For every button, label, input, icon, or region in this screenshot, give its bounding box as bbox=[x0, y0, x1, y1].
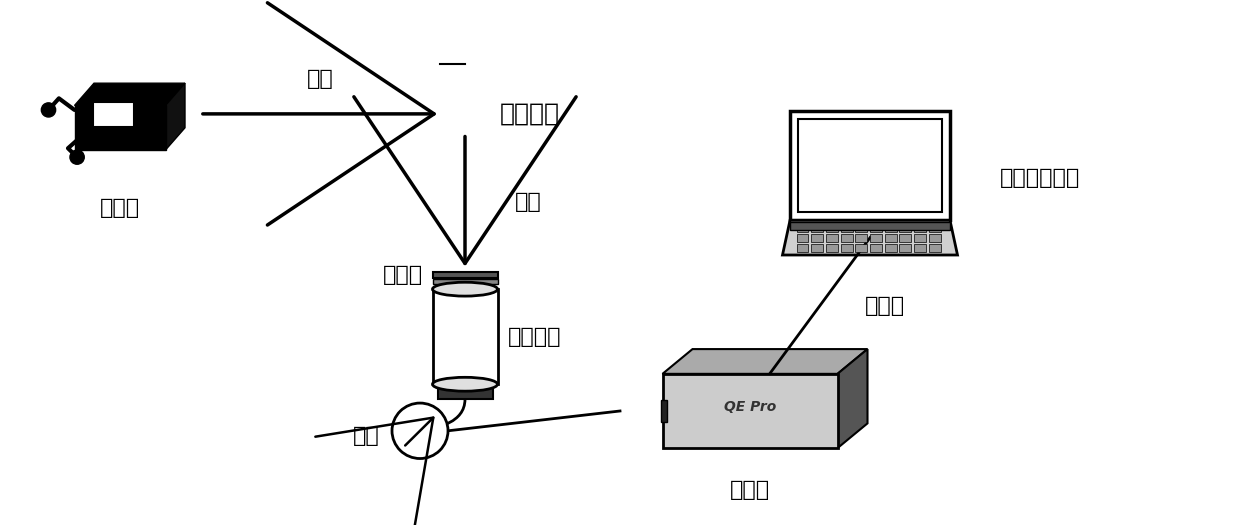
Bar bbox=[929, 244, 941, 251]
Bar bbox=[856, 225, 867, 232]
Bar bbox=[790, 111, 950, 220]
Bar bbox=[796, 244, 808, 251]
Bar bbox=[870, 244, 882, 251]
Bar bbox=[826, 225, 838, 232]
Bar bbox=[433, 279, 497, 284]
Bar bbox=[914, 225, 926, 232]
Text: 接收镜头: 接收镜头 bbox=[507, 327, 560, 346]
Circle shape bbox=[41, 103, 56, 117]
Bar bbox=[899, 234, 911, 242]
Text: QE Pro: QE Pro bbox=[724, 400, 776, 414]
Bar bbox=[884, 244, 897, 251]
Bar bbox=[884, 225, 897, 232]
Bar bbox=[929, 225, 941, 232]
Text: 数据线: 数据线 bbox=[866, 296, 905, 316]
Bar bbox=[856, 244, 867, 251]
Bar bbox=[914, 234, 926, 242]
Polygon shape bbox=[662, 374, 837, 448]
Circle shape bbox=[392, 403, 448, 458]
Text: 荧光: 荧光 bbox=[515, 192, 542, 212]
Polygon shape bbox=[837, 349, 868, 448]
Bar bbox=[796, 225, 808, 232]
Bar bbox=[841, 225, 853, 232]
Bar bbox=[870, 234, 882, 242]
Bar bbox=[841, 244, 853, 251]
Text: 激光: 激光 bbox=[306, 69, 334, 89]
Polygon shape bbox=[165, 83, 185, 150]
Polygon shape bbox=[782, 220, 957, 255]
Text: 光谱仪: 光谱仪 bbox=[730, 480, 770, 500]
Bar bbox=[899, 225, 911, 232]
Text: 激光器: 激光器 bbox=[100, 198, 140, 218]
Polygon shape bbox=[662, 349, 868, 374]
Text: 光纤: 光纤 bbox=[353, 426, 379, 446]
Bar bbox=[826, 244, 838, 251]
Bar bbox=[811, 234, 823, 242]
Bar bbox=[914, 244, 926, 251]
Ellipse shape bbox=[433, 377, 497, 391]
Bar bbox=[884, 234, 897, 242]
Bar bbox=[790, 222, 950, 230]
Bar bbox=[433, 289, 497, 384]
Bar bbox=[799, 119, 942, 213]
Bar bbox=[433, 272, 497, 278]
Bar bbox=[796, 234, 808, 242]
Bar bbox=[929, 234, 941, 242]
Ellipse shape bbox=[433, 282, 497, 296]
Text: 滤光片: 滤光片 bbox=[382, 265, 423, 285]
Polygon shape bbox=[74, 106, 165, 150]
Bar bbox=[811, 225, 823, 232]
Bar bbox=[811, 244, 823, 251]
Bar bbox=[870, 225, 882, 232]
Bar bbox=[841, 234, 853, 242]
Bar bbox=[93, 102, 134, 127]
Bar bbox=[438, 384, 492, 399]
Polygon shape bbox=[74, 83, 185, 106]
Bar bbox=[899, 244, 911, 251]
Bar bbox=[661, 400, 667, 422]
Text: 数据处理系统: 数据处理系统 bbox=[999, 168, 1080, 188]
Bar bbox=[826, 234, 838, 242]
Text: 待测样品: 待测样品 bbox=[500, 102, 560, 126]
Bar bbox=[856, 234, 867, 242]
Circle shape bbox=[69, 150, 84, 164]
